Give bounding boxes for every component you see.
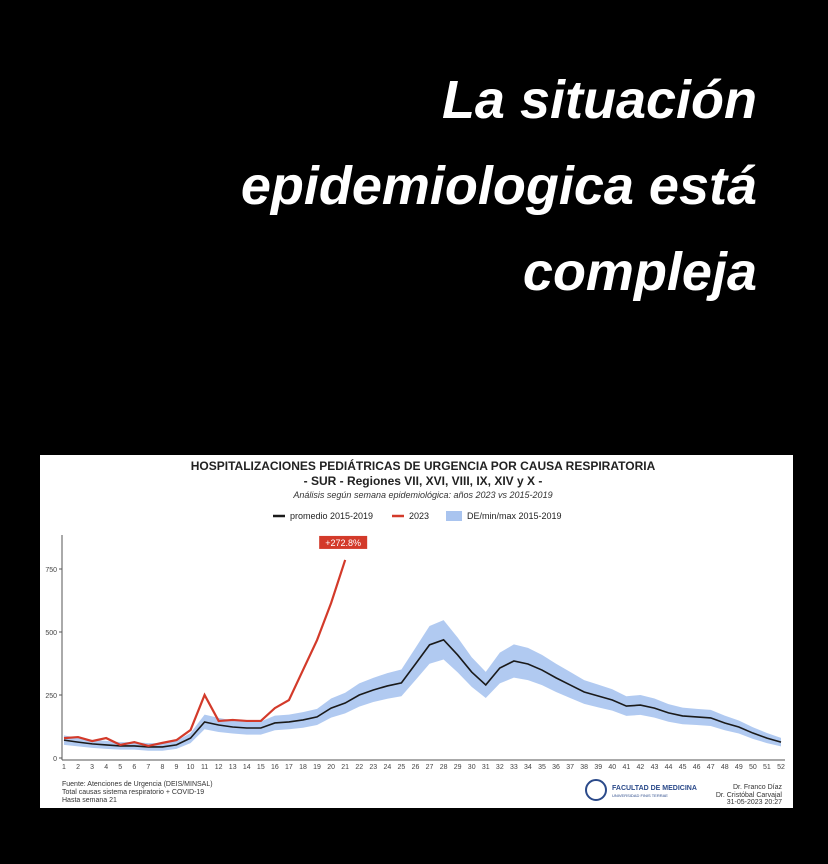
x-tick-label: 14	[243, 764, 251, 771]
x-tick-label: 10	[187, 764, 195, 771]
headline: La situación	[442, 70, 757, 130]
x-tick-label: 32	[496, 764, 504, 771]
legend-label: promedio 2015-2019	[290, 511, 373, 521]
x-tick-label: 21	[341, 764, 349, 771]
x-tick-label: 46	[693, 764, 701, 771]
x-tick-label: 45	[679, 764, 687, 771]
x-tick-label: 33	[510, 764, 518, 771]
author: Dr. Cristóbal Carvajal	[716, 792, 783, 799]
x-tick-label: 13	[229, 764, 237, 771]
chart-title: HOSPITALIZACIONES PEDIÁTRICAS DE URGENCI…	[191, 458, 656, 473]
x-tick-label: 1	[62, 764, 66, 771]
author: Dr. Franco Díaz	[733, 784, 783, 791]
legend-label: 2023	[409, 511, 429, 521]
x-tick-label: 8	[160, 764, 164, 771]
logo-icon	[585, 779, 607, 801]
x-tick-label: 19	[313, 764, 321, 771]
x-tick-label: 26	[412, 764, 420, 771]
y-tick-label: 750	[45, 567, 57, 574]
x-tick-label: 41	[622, 764, 630, 771]
x-tick-label: 25	[398, 764, 406, 771]
x-tick-label: 5	[118, 764, 122, 771]
annotation: +272.8%	[325, 538, 361, 548]
x-tick-label: 27	[426, 764, 434, 771]
x-tick-label: 37	[566, 764, 574, 771]
y-tick-label: 250	[45, 693, 57, 700]
source-text: Total causas sistema respiratorio + COVI…	[62, 789, 204, 796]
series-line	[63, 638, 782, 748]
x-tick-label: 48	[721, 764, 729, 771]
x-tick-label: 7	[146, 764, 150, 771]
headline: epidemiologica está	[241, 156, 757, 216]
x-tick-label: 22	[355, 764, 363, 771]
x-tick-label: 11	[201, 764, 208, 771]
x-tick-label: 28	[440, 764, 448, 771]
band-area	[64, 620, 781, 751]
x-tick-label: 34	[524, 764, 532, 771]
x-tick-label: 42	[637, 764, 645, 771]
x-tick-label: 40	[608, 764, 616, 771]
x-tick-label: 51	[763, 764, 771, 771]
x-tick-label: 47	[707, 764, 715, 771]
timestamp: 31-05-2023 20:27	[727, 799, 782, 806]
x-tick-label: 52	[777, 764, 785, 771]
x-tick-label: 49	[735, 764, 743, 771]
x-tick-label: 29	[454, 764, 462, 771]
x-tick-label: 4	[104, 764, 108, 771]
x-tick-label: 6	[132, 764, 136, 771]
x-tick-label: 50	[749, 764, 757, 771]
x-tick-label: 15	[257, 764, 265, 771]
x-tick-label: 35	[538, 764, 546, 771]
y-tick-label: 0	[53, 756, 57, 763]
x-tick-label: 18	[299, 764, 307, 771]
x-tick-label: 2	[76, 764, 80, 771]
source-text: Hasta semana 21	[62, 797, 117, 804]
x-tick-label: 31	[482, 764, 490, 771]
x-tick-label: 38	[580, 764, 588, 771]
source-text: Fuente: Atenciones de Urgencia (DEIS/MIN…	[62, 781, 213, 788]
x-tick-label: 3	[90, 764, 94, 771]
x-tick-label: 43	[651, 764, 659, 771]
x-tick-label: 20	[327, 764, 335, 771]
legend-swatch	[446, 511, 462, 521]
y-tick-label: 500	[45, 630, 57, 637]
annotation-box	[319, 535, 368, 549]
x-tick-label: 30	[468, 764, 476, 771]
headline: compleja	[523, 242, 757, 302]
x-tick-label: 17	[285, 764, 293, 771]
x-tick-label: 39	[594, 764, 602, 771]
chart-subtitle: - SUR - Regiones VII, XVI, VIII, IX, XIV…	[304, 474, 543, 488]
x-tick-label: 9	[175, 764, 179, 771]
x-tick-label: 36	[552, 764, 560, 771]
x-tick-label: 12	[215, 764, 223, 771]
logo-subtext: UNIVERSIDAD FINIS TERRAE	[612, 793, 668, 798]
x-tick-label: 44	[665, 764, 673, 771]
x-tick-label: 23	[369, 764, 377, 771]
x-tick-label: 24	[383, 764, 391, 771]
chart-note: Análisis según semana epidemiológica: añ…	[292, 490, 552, 500]
logo-text: FACULTAD DE MEDICINA	[612, 785, 697, 792]
x-tick-label: 16	[271, 764, 279, 771]
chart-card	[40, 455, 793, 808]
legend-label: DE/min/max 2015-2019	[467, 511, 562, 521]
series-line	[63, 559, 347, 748]
